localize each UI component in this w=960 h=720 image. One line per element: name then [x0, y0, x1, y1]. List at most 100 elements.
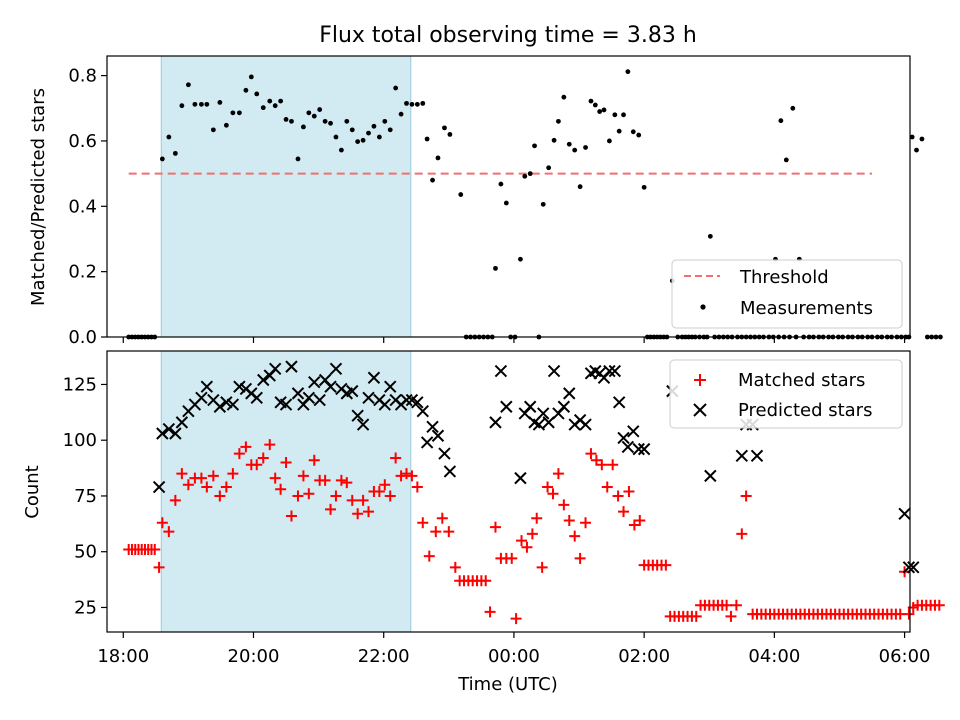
measurements-point	[376, 134, 382, 140]
matched-stars-point	[607, 459, 619, 471]
predicted-stars-point	[400, 393, 413, 407]
measurements-point	[387, 127, 393, 133]
matched-stars-point	[601, 481, 613, 493]
matched-stars-point	[725, 610, 737, 622]
measurements-point	[612, 112, 618, 118]
measurements-point	[577, 184, 583, 190]
matched-stars-point	[449, 561, 461, 573]
predicted-stars-point	[416, 405, 429, 418]
predicted-stars-point	[291, 387, 305, 400]
matched-stars-point	[521, 541, 533, 553]
measurements-point	[382, 118, 388, 124]
matched-stars-point	[149, 543, 161, 555]
measurements-point	[360, 137, 366, 143]
matched-stars-point	[330, 490, 342, 502]
measurements-point	[424, 136, 430, 142]
measurements-point	[185, 82, 191, 88]
top-panel: 0.00.20.40.60.8 Matched/Predicted stars …	[28, 55, 943, 348]
measurements-point	[322, 118, 328, 124]
y-tick-label: 125	[63, 374, 97, 395]
observing-window-span	[160, 55, 412, 338]
matched-stars-point	[390, 452, 402, 464]
matched-stars-point	[510, 613, 522, 625]
predicted-stars-point	[356, 418, 370, 431]
measurements-point	[607, 138, 612, 144]
predicted-stars-point	[200, 380, 214, 393]
matched-stars-point	[400, 468, 412, 480]
y-tick-label: 0.4	[68, 196, 97, 217]
matched-stars-point	[721, 599, 733, 611]
measurements-point	[540, 201, 546, 207]
matched-stars-point	[182, 479, 194, 491]
predicted-stars-point	[324, 380, 337, 393]
matched-stars-point	[506, 552, 518, 564]
measurements-point	[527, 171, 533, 177]
matched-stars-point	[547, 488, 559, 500]
measurements-point	[306, 110, 312, 116]
y-tick-label: 75	[74, 486, 97, 507]
matched-stars-point	[558, 499, 570, 511]
predicted-stars-point	[608, 364, 622, 378]
measurements-point	[338, 147, 344, 153]
measurements-point	[447, 132, 453, 137]
measurements-point	[371, 123, 377, 129]
measurements-point	[435, 155, 441, 161]
measurements-point	[166, 134, 172, 140]
measurements-point	[283, 116, 289, 122]
matched-stars-point	[319, 474, 331, 486]
measurements-point	[328, 120, 333, 126]
measurements-point	[210, 127, 216, 133]
predicted-stars-point	[313, 393, 326, 407]
matched-stars-point	[201, 481, 213, 493]
measurements-point	[301, 124, 306, 130]
measurements-point	[179, 103, 185, 109]
matched-stars-point	[153, 561, 165, 573]
matched-stars-point	[612, 490, 624, 502]
predicted-stars-point	[346, 384, 359, 398]
matched-stars-point	[580, 517, 592, 529]
measurements-point	[641, 184, 647, 190]
matched-stars-point	[489, 521, 501, 533]
predicted-stars-point	[285, 360, 298, 373]
predicted-stars-point	[162, 422, 176, 436]
y-tick-label: 25	[74, 597, 97, 618]
matched-stars-point	[163, 526, 175, 538]
measurements-point	[236, 110, 242, 116]
bottom-y-axis-label: Count	[22, 465, 43, 518]
matched-stars-point	[563, 514, 575, 526]
predicted-stars-point	[494, 364, 508, 378]
matched-stars-point	[303, 488, 315, 500]
matched-stars-point	[423, 550, 435, 562]
measurements-point	[366, 130, 371, 136]
measurements-point	[204, 101, 210, 107]
measurements-point	[230, 110, 236, 116]
measurements-point	[248, 74, 254, 80]
matched-stars-point	[297, 470, 309, 482]
matched-stars-point	[214, 490, 226, 502]
matched-stars-point	[730, 599, 742, 611]
measurements-point	[532, 143, 537, 149]
matched-stars-point	[552, 468, 564, 480]
predicted-stars-point	[532, 418, 546, 431]
matched-stars-point	[233, 448, 245, 460]
matched-stars-point	[430, 526, 442, 538]
y-tick-label: 50	[74, 542, 97, 563]
matched-stars-point	[406, 470, 418, 482]
measurements-point	[404, 100, 409, 106]
x-tick-label: 20:00	[228, 646, 280, 667]
measurements-point	[414, 101, 420, 107]
measurements-point	[192, 101, 198, 107]
x-axis-label: Time (UTC)	[457, 674, 558, 695]
top-legend: Threshold Measurements	[671, 259, 903, 329]
matched-stars-point	[292, 490, 304, 502]
measurements-point	[625, 69, 631, 75]
measurements-point	[311, 113, 317, 119]
legend-predicted-label: Predicted stars	[738, 400, 872, 421]
matched-stars-point	[569, 530, 581, 542]
predicted-stars-point	[617, 431, 630, 445]
predicted-stars-point	[563, 387, 576, 400]
matched-stars-point	[195, 472, 207, 484]
predicted-stars-point	[279, 398, 293, 411]
matched-stars-point	[516, 535, 528, 547]
